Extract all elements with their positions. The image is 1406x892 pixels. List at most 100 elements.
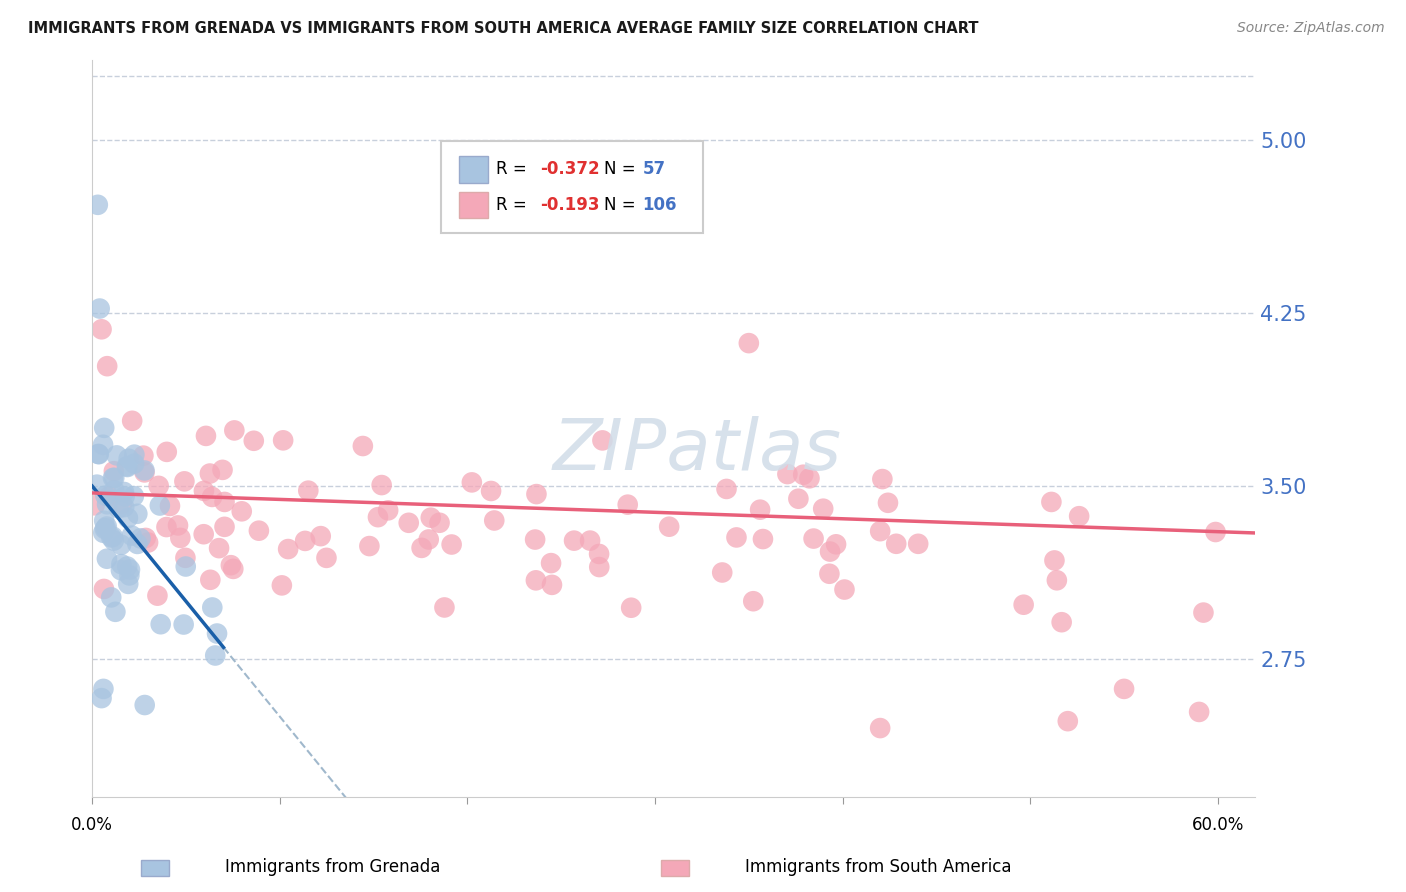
Point [103, 533, 125, 548]
Point [86, 477, 108, 491]
Point [224, 424, 246, 438]
Point [540, 556, 562, 570]
Point [869, 721, 891, 735]
Point [524, 574, 547, 588]
Point [117, 511, 139, 525]
Text: -0.193: -0.193 [540, 196, 599, 214]
Point [411, 541, 433, 555]
Point [134, 463, 156, 477]
Point [87, 447, 110, 461]
Point [818, 544, 841, 558]
Text: ZIPatlas: ZIPatlas [553, 416, 842, 485]
Point [115, 459, 138, 474]
Point [107, 501, 129, 516]
Point [194, 429, 217, 443]
Point [93, 582, 115, 596]
Point [419, 510, 441, 524]
Point [620, 600, 643, 615]
Point [370, 478, 392, 492]
Point [101, 530, 124, 544]
Point [117, 577, 139, 591]
Point [103, 464, 125, 478]
Point [309, 529, 332, 543]
FancyBboxPatch shape [441, 141, 703, 233]
Point [1205, 524, 1227, 539]
Text: R =: R = [496, 196, 527, 214]
Point [91, 525, 114, 540]
Point [149, 617, 172, 632]
Point [112, 485, 135, 500]
Point [90, 322, 112, 336]
Point [811, 501, 834, 516]
Point [127, 537, 149, 551]
Point [93, 421, 115, 435]
Point [146, 589, 169, 603]
Point [884, 537, 907, 551]
Point [129, 532, 152, 546]
Point [803, 532, 825, 546]
Point [818, 566, 841, 581]
Point [112, 500, 135, 515]
Point [1056, 714, 1078, 728]
Point [398, 516, 420, 530]
Point [124, 448, 146, 462]
Text: R =: R = [496, 160, 527, 178]
Point [562, 533, 585, 548]
Point [103, 483, 125, 498]
Point [149, 499, 172, 513]
Point [174, 559, 197, 574]
Point [711, 566, 734, 580]
Text: N =: N = [605, 196, 636, 214]
Point [418, 533, 440, 547]
Point [174, 550, 197, 565]
Point [869, 524, 891, 538]
Point [591, 434, 613, 448]
Point [776, 467, 799, 481]
Point [159, 499, 181, 513]
Text: -0.372: -0.372 [540, 160, 599, 178]
Point [97, 490, 120, 504]
Point [134, 698, 156, 712]
Point [359, 539, 381, 553]
Point [1046, 574, 1069, 588]
Text: N =: N = [605, 160, 636, 178]
Point [211, 463, 233, 477]
Point [89, 301, 111, 316]
Text: Immigrants from South America: Immigrants from South America [745, 858, 1012, 876]
Point [111, 497, 134, 511]
Point [103, 471, 125, 485]
Point [787, 491, 810, 506]
Point [214, 495, 236, 509]
Point [541, 578, 564, 592]
Point [117, 460, 139, 475]
Point [117, 451, 139, 466]
Point [118, 563, 141, 577]
Point [94, 489, 117, 503]
Point [91, 438, 114, 452]
FancyBboxPatch shape [458, 192, 488, 219]
Point [110, 563, 132, 577]
Point [294, 533, 316, 548]
Point [352, 439, 374, 453]
Point [122, 489, 145, 503]
Point [834, 582, 856, 597]
Point [148, 479, 170, 493]
Point [377, 503, 399, 517]
Point [87, 447, 110, 461]
Point [87, 198, 110, 212]
Point [219, 558, 242, 573]
Point [433, 600, 456, 615]
Point [214, 520, 236, 534]
Point [90, 691, 112, 706]
Point [127, 507, 149, 521]
Point [115, 559, 138, 574]
Point [1069, 509, 1091, 524]
Point [173, 475, 195, 489]
Point [738, 336, 761, 351]
Point [247, 524, 270, 538]
Point [231, 504, 253, 518]
Point [118, 568, 141, 582]
Point [799, 471, 821, 485]
Point [877, 496, 900, 510]
Point [114, 489, 136, 503]
